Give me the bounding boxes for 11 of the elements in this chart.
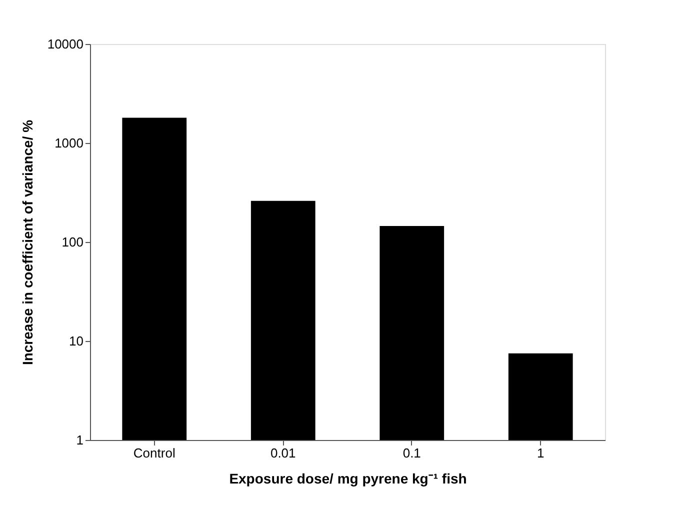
y-tick-label: 1 bbox=[76, 432, 84, 448]
x-tick-label: 1 bbox=[537, 446, 544, 460]
x-tick-label: 0.01 bbox=[270, 446, 296, 460]
y-tick-label: 10000 bbox=[47, 36, 84, 52]
y-tick-label: 1000 bbox=[54, 136, 84, 150]
x-tick-label: 0.1 bbox=[402, 446, 421, 460]
x-tick-label: Control bbox=[133, 446, 176, 460]
y-tick-label: 10 bbox=[69, 334, 84, 348]
y-tick-label: 100 bbox=[62, 234, 84, 250]
y-axis-title: Increase in coefficient of variance/ % bbox=[19, 119, 36, 366]
x-axis-title: Exposure dose/ mg pyrene kg⁻¹ fish bbox=[229, 470, 467, 486]
